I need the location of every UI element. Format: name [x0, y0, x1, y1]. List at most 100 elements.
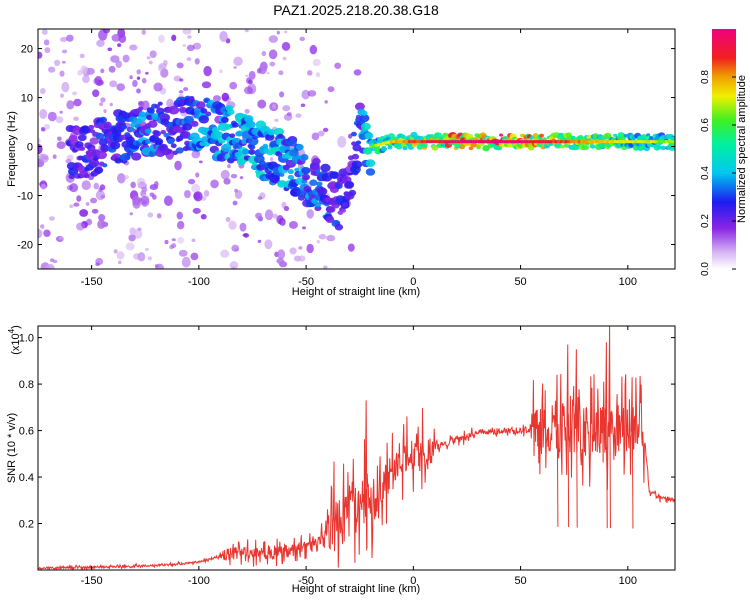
spectrogram-x-tick-label: -50	[298, 276, 314, 288]
spectrogram-noise-blob	[52, 259, 58, 264]
spectrogram-noise-blob	[190, 252, 199, 261]
spectrogram-core-cell	[551, 140, 555, 144]
spectrogram-ridge-cell	[507, 142, 514, 148]
spectrogram-ridge-cell	[320, 163, 331, 173]
spectrogram-noise-blob	[268, 35, 278, 43]
spectrogram-core-cell	[479, 140, 483, 144]
spectrogram-noise-blob	[136, 88, 141, 94]
spectrogram-ridge-cell	[352, 144, 362, 152]
spectrogram-core-cell	[441, 140, 444, 144]
spectrogram-noise-blob	[155, 263, 165, 269]
spectrogram-ridge-cell	[294, 167, 300, 172]
spectrogram-noise-blob	[272, 213, 278, 219]
spectrogram-core-cell	[376, 143, 380, 147]
spectrogram-ridge-cell	[163, 132, 170, 138]
spectrogram-x-tick-label: 0	[410, 276, 416, 288]
spectrogram-noise-blob	[284, 30, 288, 34]
spectrogram-ridge-cell	[130, 122, 137, 128]
spectrogram-noise-blob	[166, 98, 174, 108]
snr-spike	[608, 326, 611, 529]
spectrogram-noise-blob	[178, 249, 188, 257]
spectrogram-core-cell	[531, 140, 534, 144]
spectrogram-noise-blob	[82, 75, 90, 84]
spectrogram-noise-blob	[298, 255, 306, 262]
spectrogram-noise-blob	[109, 80, 118, 88]
spectrogram-noise-blob	[130, 181, 136, 189]
spectrogram-noise-blob	[60, 36, 68, 43]
spectrogram-noise-blob	[347, 243, 355, 252]
spectrogram-core-cell	[626, 140, 630, 144]
spectrogram-ridge-cell	[350, 131, 357, 137]
spectrogram-core-cell	[397, 140, 401, 144]
spectrogram-noise-blob	[157, 65, 165, 72]
spectrogram-y-tick-label: -20	[17, 240, 33, 252]
spectrogram-noise-blob	[191, 150, 201, 159]
spectrogram-noise-blob	[61, 60, 66, 64]
spectrogram-ridge-cell	[131, 152, 142, 161]
spectrogram-noise-blob	[108, 65, 116, 73]
spectrogram-noise-blob	[72, 91, 78, 96]
spectrogram-core-cell	[600, 140, 604, 144]
spectrogram-core-cell	[644, 140, 648, 144]
spectrogram-core-cell	[423, 140, 426, 144]
spectrogram-noise-blob	[257, 196, 263, 200]
spectrogram-core-cell	[425, 140, 429, 144]
spectrogram-noise-blob	[317, 130, 325, 137]
spectrogram-noise-blob	[118, 260, 122, 265]
spectrogram-noise-blob	[99, 184, 106, 191]
spectrogram-ridge-cell	[470, 142, 478, 148]
spectrogram-noise-blob	[239, 222, 247, 232]
spectrogram-noise-blob	[80, 65, 88, 74]
spectrogram-noise-blob	[282, 105, 291, 112]
spectrogram-noise-blob	[145, 71, 149, 75]
spectrogram-noise-blob	[274, 118, 279, 122]
spectrogram-noise-blob	[140, 120, 146, 126]
spectrogram-noise-blob	[279, 91, 285, 98]
spectrogram-noise-blob	[141, 100, 150, 111]
spectrogram-noise-blob	[326, 234, 336, 242]
spectrogram-core-cell	[654, 140, 658, 144]
spectrogram-ridge-cell	[247, 121, 254, 126]
spectrogram-noise-blob	[315, 72, 321, 78]
spectrogram-noise-blob	[261, 51, 267, 57]
spectrogram-ridge-cell	[351, 160, 363, 169]
spectrogram-noise-blob	[192, 42, 202, 50]
spectrogram-noise-blob	[353, 69, 362, 76]
spectrogram-noise-blob	[193, 191, 203, 202]
spectrogram-ridge-cell	[99, 116, 108, 123]
spectrogram-noise-blob	[132, 195, 141, 206]
spectrogram-noise-blob	[312, 58, 321, 67]
spectrogram-core-cell	[394, 140, 398, 144]
spectrogram-ridge-cell	[421, 142, 428, 148]
spectrogram-noise-blob	[75, 222, 85, 231]
spectrogram-core-cell	[485, 140, 488, 144]
spectrogram-noise-blob	[191, 238, 196, 242]
spectrogram-core-cell	[624, 140, 627, 144]
spectrogram-noise-blob	[264, 239, 273, 250]
spectrogram-core-cell	[662, 140, 666, 144]
spectrogram-ridge-cell	[231, 122, 239, 128]
spectrogram-noise-blob	[103, 109, 107, 114]
spectrogram-noise-blob	[264, 209, 274, 221]
spectrogram-core-cell	[436, 140, 439, 144]
spectrogram-core-cell	[557, 140, 560, 144]
spectrogram-noise-blob	[219, 69, 223, 74]
spectrogram-core-cell	[431, 140, 434, 144]
spectrogram-noise-blob	[184, 189, 191, 199]
spectrogram-core-cell	[389, 140, 393, 144]
spectrogram-ridge-cell	[296, 189, 307, 198]
spectrogram-ridge-cell	[191, 120, 199, 127]
snr-frame	[37, 325, 676, 571]
spectrogram-core-cell	[474, 140, 478, 144]
spectrogram-ridge-cell	[124, 155, 131, 161]
spectrogram-noise-blob	[234, 189, 243, 200]
spectrogram-ridge-cell	[103, 121, 112, 129]
snr-y-ticks: 0.2 0.4 0.6 0.8 1.0	[19, 333, 675, 531]
spectrogram-core-cell	[456, 140, 460, 144]
spectrogram-noise-blob	[192, 207, 201, 214]
spectrogram-core-cell	[652, 140, 655, 144]
spectrogram-ridge-cell	[560, 144, 566, 149]
spectrogram-noise-blob	[164, 239, 169, 245]
spectrogram-ridge-cell	[361, 122, 371, 131]
